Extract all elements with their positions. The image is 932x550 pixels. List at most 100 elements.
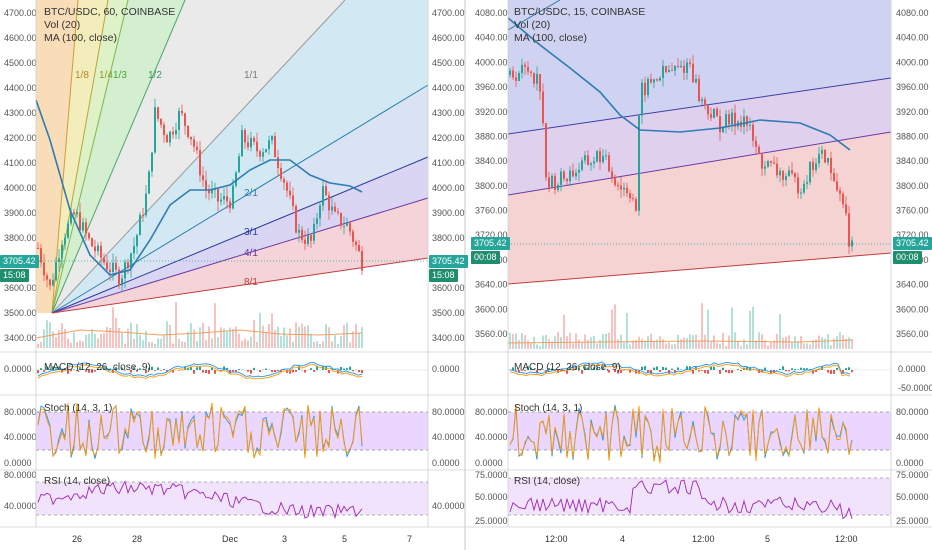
right-stoch-label[interactable]: Stoch (14, 3, 1) — [514, 403, 583, 414]
right-macd-label[interactable]: MACD (12, 26, close, 9) — [514, 362, 621, 373]
volume-bar — [812, 340, 814, 349]
left-macd-label[interactable]: MACD (12, 26, close, 9) — [44, 362, 151, 373]
candle-body — [151, 152, 153, 172]
left-price-tick-left: 3500.00 — [4, 308, 37, 318]
right-last-price-axis-tag: 3705.42 — [893, 237, 932, 250]
candle-body — [626, 187, 628, 194]
volume-bar — [226, 331, 228, 348]
left-macd-line — [37, 362, 363, 378]
right-vol-label[interactable]: Vol (20) — [514, 19, 551, 31]
volume-bar — [94, 333, 96, 348]
left-price-tick-left: 3400.00 — [4, 333, 37, 343]
candle-body — [196, 146, 198, 151]
right-macd-signal — [509, 363, 851, 377]
volume-bar — [848, 337, 850, 349]
volume-bar — [199, 327, 201, 348]
candle-body — [677, 65, 679, 68]
macd-bar — [295, 370, 297, 372]
candle-body — [665, 65, 667, 73]
volume-bar — [809, 344, 811, 349]
volume-bar — [590, 337, 592, 349]
candle-body — [629, 193, 631, 199]
candle-body — [358, 244, 360, 252]
macd-bar — [800, 367, 802, 370]
right-ma-label[interactable]: MA (100, close) — [514, 32, 587, 44]
macd-bar — [115, 367, 117, 370]
macd-bar — [349, 366, 351, 370]
candle-body — [512, 70, 514, 78]
candle-body — [647, 78, 649, 96]
volume-bar — [283, 327, 285, 348]
volume-bar — [277, 326, 279, 348]
fan-line-2 — [51, 0, 129, 314]
left-price-tick-right: 4000.00 — [432, 183, 465, 193]
macd-bar — [73, 369, 75, 370]
left-rsi-label[interactable]: RSI (14, close) — [44, 476, 111, 487]
volume-bar — [560, 336, 562, 349]
candle-body — [611, 171, 613, 178]
right-stoch-tick: 40.0000 — [475, 432, 508, 442]
candle-body — [575, 172, 577, 177]
volume-bar — [76, 342, 78, 348]
candle-body — [518, 73, 520, 81]
right-rsi-label[interactable]: RSI (14, close) — [514, 476, 581, 487]
macd-bar — [79, 367, 81, 370]
volume-bar — [160, 338, 162, 348]
left-price-tick-left: 4300.00 — [4, 108, 37, 118]
volume-bar — [340, 336, 342, 348]
left-price-tick-left: 4400.00 — [4, 83, 37, 93]
right-rsi-tick: 75.0000 — [475, 470, 508, 480]
candle-body — [46, 275, 48, 280]
candle-body — [584, 155, 586, 161]
macd-bar — [533, 369, 535, 370]
left-ma-label[interactable]: MA (100, close) — [44, 32, 117, 44]
volume-bar — [121, 333, 123, 348]
left-price-tick-right: 4600.00 — [432, 33, 465, 43]
candle-body — [527, 66, 529, 72]
candle-body — [779, 170, 781, 176]
volume-bar — [551, 341, 553, 349]
candle-body — [217, 189, 219, 202]
right-price-tick-right: 3760.00 — [896, 206, 929, 216]
candle-body — [331, 206, 333, 211]
volume-bar — [728, 335, 730, 349]
right-price-tick-right: 4080.00 — [896, 8, 929, 18]
volume-bar — [803, 343, 805, 349]
volume-bar — [220, 327, 222, 348]
left-vol-label[interactable]: Vol (20) — [44, 19, 81, 31]
volume-bar — [280, 336, 282, 348]
volume-bar — [154, 343, 156, 348]
left-price-tick-left: 4700.00 — [4, 8, 37, 18]
candle-body — [824, 149, 826, 163]
candle-body — [337, 211, 339, 213]
right-stoch-tick-r: 80.0000 — [896, 407, 929, 417]
candle-body — [340, 212, 342, 226]
right-price-tick-right: 3800.00 — [896, 181, 929, 191]
candle-body — [133, 246, 135, 254]
candle-body — [127, 262, 129, 268]
candle-body — [313, 223, 315, 241]
left-title[interactable]: BTC/USDC, 60, COINBASE — [44, 6, 176, 18]
volume-bar — [307, 325, 309, 348]
volume-bar — [187, 331, 189, 348]
macd-bar — [94, 370, 96, 372]
right-rsi-tick: 25.0000 — [475, 516, 508, 526]
volume-bar — [223, 328, 225, 348]
volume-bar — [61, 323, 63, 348]
macd-bar — [202, 370, 204, 373]
right-stoch-tick-r: 0.0000 — [896, 458, 924, 468]
candle-body — [812, 161, 814, 170]
left-stoch-label[interactable]: Stoch (14, 3, 1) — [44, 403, 113, 414]
right-countdown-axis-tag: 00:08 — [893, 251, 922, 264]
macd-bar — [608, 370, 610, 373]
candle-body — [343, 225, 345, 227]
volume-bar — [319, 343, 321, 348]
candle-body — [43, 262, 45, 276]
right-title[interactable]: BTC/USDC, 15, COINBASE — [514, 6, 646, 18]
right-price-tick-left: 4080.00 — [475, 8, 508, 18]
left-stoch-d — [37, 402, 363, 460]
candle-body — [806, 182, 808, 184]
macd-bar — [593, 367, 595, 370]
volume-bar — [749, 310, 751, 349]
